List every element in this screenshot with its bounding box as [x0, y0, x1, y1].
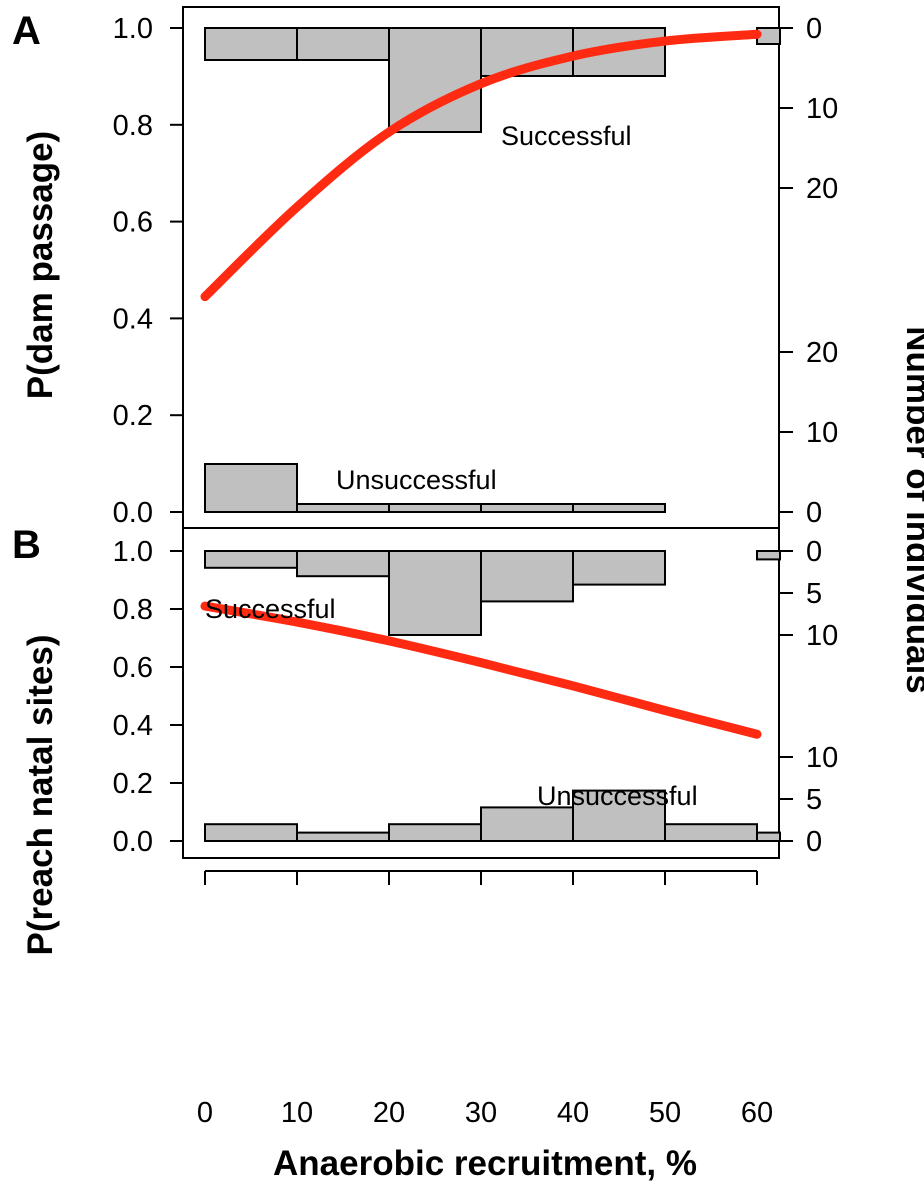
- x-tick-label: 60: [741, 1097, 773, 1129]
- panel-a-right-axis: 0 10 20 0 10 20: [779, 13, 838, 529]
- panel-a-right-upper-tick-label: 20: [806, 173, 838, 205]
- panel-a-right-lower-tick-label: 20: [806, 337, 838, 369]
- panel-a-unsuccessful-bar: [388, 503, 482, 513]
- panel-b-y-tick-label: 0.8: [113, 594, 153, 626]
- panel-b-y-tick-label: 0.0: [113, 826, 153, 858]
- panel-b-unsuccessful-bar: [756, 831, 781, 842]
- panel-b-y-tick-label: 1.0: [113, 536, 153, 568]
- panel-a-unsuccessful-label: Unsuccessful: [336, 465, 497, 495]
- x-tick-label: 10: [281, 1097, 313, 1129]
- panel-a-unsuccessful-bar: [204, 463, 298, 513]
- panel-a-successful-label: Successful: [501, 121, 632, 151]
- panel-b-right-upper-tick-label: 5: [806, 578, 822, 610]
- panel-b-frame: [182, 527, 780, 859]
- x-tick-label: 50: [649, 1097, 681, 1129]
- panel-b: B 0.0 0.2 0.4 0.6 0.8 1.0 0 5 10 0 5 10 Successful…: [12, 523, 838, 955]
- panel-b-successful-bar: [756, 550, 781, 561]
- panel-b-successful-bar: [388, 550, 482, 636]
- panel-a-right-lower-tick-label: 10: [806, 417, 838, 449]
- panel-a-unsuccessful-bar: [296, 503, 390, 513]
- panel-a-successful-bar: [296, 27, 390, 61]
- panel-b-unsuccessful-bar: [664, 823, 758, 843]
- panel-b-unsuccessful-bar: [572, 789, 666, 842]
- panel-b-successful-bar: [204, 550, 298, 569]
- panel-b-left-axis: 0.0 0.2 0.4 0.6 0.8 1.0: [113, 536, 183, 858]
- panel-a-y-axis-label: P(dam passage): [21, 131, 60, 399]
- panel-b-right-axis: 0 5 10 0 5 10: [779, 536, 838, 858]
- panel-b-curve-layer: [200, 601, 762, 739]
- panel-b-y-axis-label: P(reach natal sites): [21, 635, 60, 956]
- panel-b-successful-bar: [296, 550, 390, 578]
- panel-b-bars: [204, 550, 781, 843]
- panel-a-y-tick-label: 0.0: [113, 497, 153, 529]
- panel-a-unsuccessful-bar: [572, 503, 666, 513]
- panel-b-fit-curve: [200, 601, 762, 739]
- x-axis-label: Anaerobic recruitment, %: [273, 1144, 697, 1183]
- panel-b-right-upper-tick-label: 10: [806, 620, 838, 652]
- panel-b-right-lower-tick-label: 10: [806, 742, 838, 774]
- panel-b-y-tick-label: 0.6: [113, 652, 153, 684]
- panel-b-right-lower-tick-label: 0: [806, 826, 822, 858]
- x-tick-label: 0: [197, 1097, 213, 1129]
- panel-a-fit-curve: [200, 29, 762, 302]
- x-tick-label: 30: [465, 1097, 497, 1129]
- panel-b-successful-label: Successful: [205, 594, 336, 624]
- panel-a-successful-bar: [204, 27, 298, 61]
- panel-b-unsuccessful-bar: [480, 806, 574, 843]
- panel-a-y-tick-label: 0.6: [113, 207, 153, 239]
- x-tick-label: 40: [557, 1097, 589, 1129]
- panel-a-letter: A: [12, 9, 41, 53]
- panel-a-y-tick-label: 0.8: [113, 110, 153, 142]
- panel-a-right-upper-tick-label: 0: [806, 13, 822, 45]
- panel-b-successful-bar: [480, 550, 574, 603]
- panel-b-unsuccessful-bar: [204, 823, 298, 843]
- panel-b-unsuccessful-bar: [388, 823, 482, 843]
- panel-a-y-tick-label: 1.0: [113, 13, 153, 45]
- panel-a-y-tick-label: 0.2: [113, 400, 153, 432]
- panel-b-successful-bar: [572, 550, 666, 586]
- x-tick-label: 20: [373, 1097, 405, 1129]
- panel-b-right-upper-tick-label: 0: [806, 536, 822, 568]
- panel-b-y-tick-label: 0.2: [113, 768, 153, 800]
- panel-b-unsuccessful-bar: [296, 831, 390, 842]
- panel-a: A 0.0 0.2 0.4 0.6 0.8 1.0 0 10 20 0 10 20 Successf…: [12, 6, 838, 529]
- panel-b-right-lower-tick-label: 5: [806, 784, 822, 816]
- panel-a-bars: [204, 27, 781, 513]
- panel-b-unsuccessful-label: Unsuccessful: [537, 781, 698, 811]
- panel-a-y-tick-label: 0.4: [113, 303, 153, 335]
- panel-a-curve-layer: [200, 29, 762, 302]
- panel-a-right-lower-tick-label: 0: [806, 497, 822, 529]
- panel-b-y-tick-label: 0.4: [113, 710, 153, 742]
- panel-a-unsuccessful-bar: [480, 503, 574, 513]
- panel-a-left-axis: 0.0 0.2 0.4 0.6 0.8 1.0: [113, 13, 183, 529]
- panel-a-successful-bar: [388, 27, 482, 133]
- panel-a-right-upper-tick-label: 10: [806, 93, 838, 125]
- x-axis: 0 10 20 30 40 50 60: [197, 870, 773, 1129]
- right-y-axis-label: Number of individuals: [899, 326, 924, 694]
- panel-b-letter: B: [12, 523, 41, 567]
